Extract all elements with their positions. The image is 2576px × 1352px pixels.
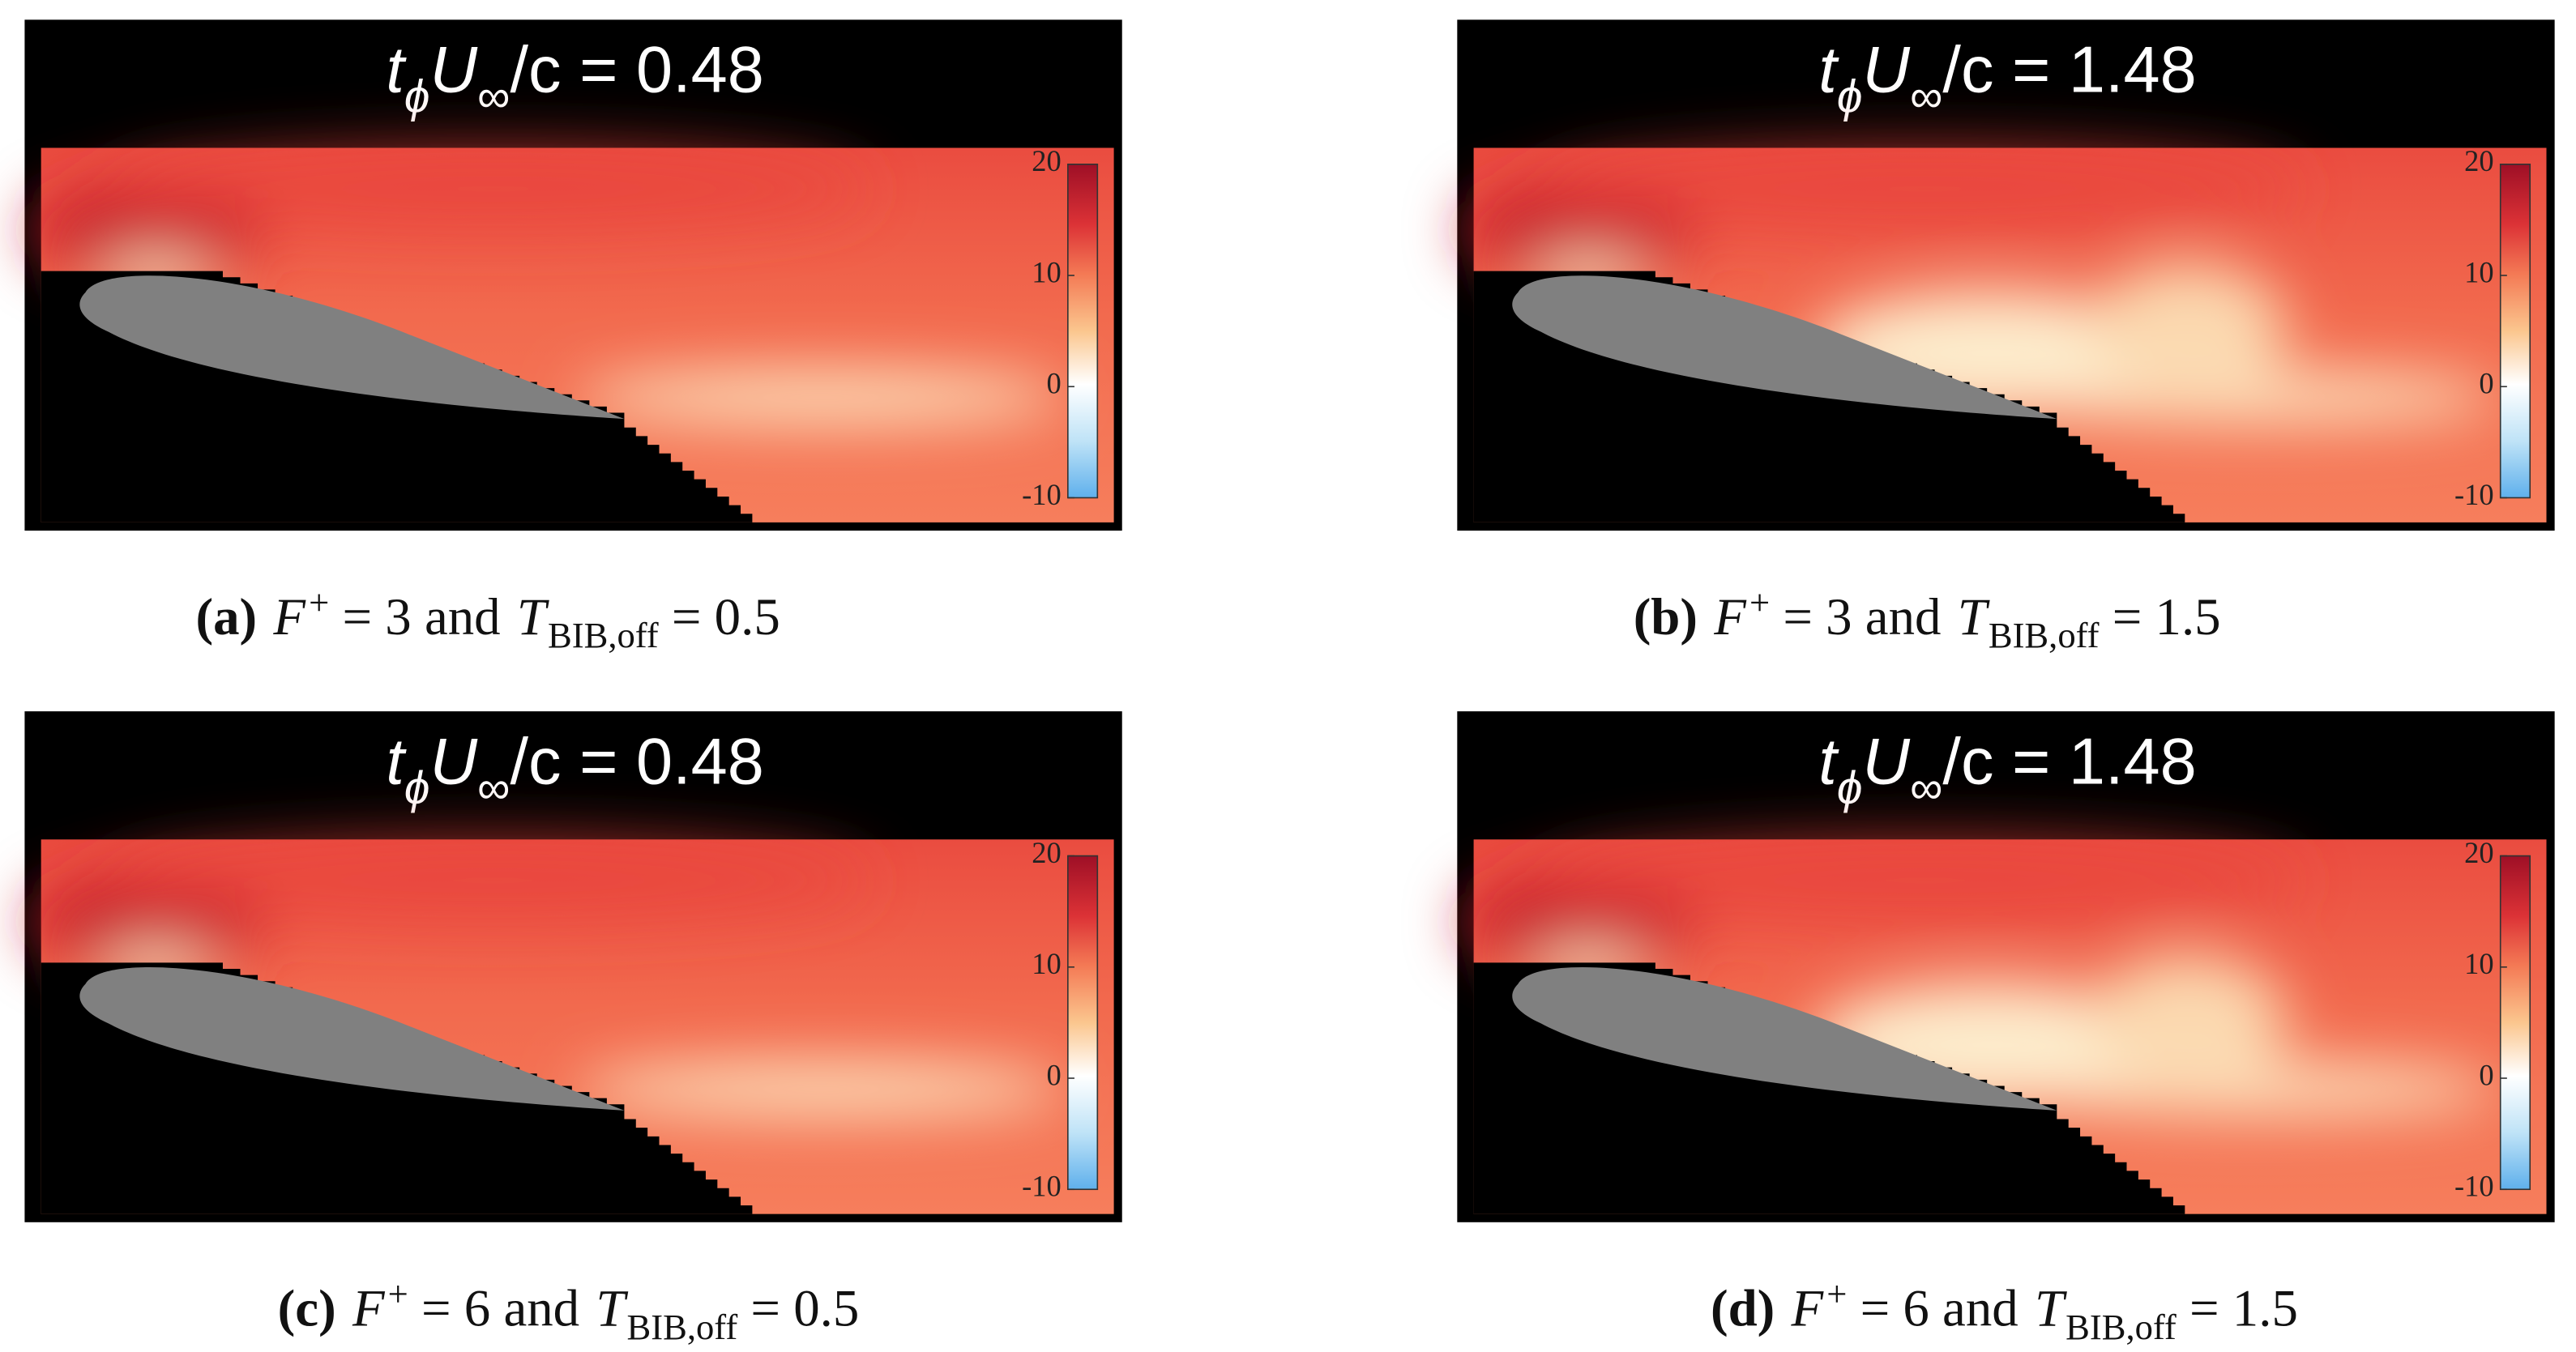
colorbar-tick-label: 10 <box>2464 947 2493 980</box>
caption-part: T <box>2035 1280 2067 1338</box>
title-part: /c = 1.48 <box>1942 725 2196 798</box>
airfoil <box>1512 275 2057 420</box>
title-part: t <box>386 34 407 107</box>
caption-part: BIB,off <box>1989 615 2100 655</box>
colorbar-tick-label: 20 <box>2464 836 2493 869</box>
caption-part: F <box>272 588 306 646</box>
caption-part: = 0.5 <box>750 1280 859 1338</box>
caption-part: (a) <box>196 588 258 646</box>
colorbar-tick-label: 20 <box>1032 836 1061 869</box>
title-part: t <box>386 725 407 798</box>
colorbar <box>1067 163 1099 499</box>
caption-part: = 6 and <box>421 1280 579 1338</box>
colorbar <box>2499 163 2531 499</box>
panel: tϕU∞/c = 0.48 20 10 0 -10 (a) F + = 3 and TBIB,of… <box>24 19 1122 655</box>
caption-part: = 1.5 <box>2112 588 2221 646</box>
airfoil <box>1512 966 2057 1111</box>
title-part: /c = 0.48 <box>511 34 764 107</box>
title-part: ∞ <box>477 763 510 814</box>
colorbar-tick-label: -10 <box>1022 478 1062 511</box>
field-shading <box>1465 147 2501 424</box>
caption-part: BIB,off <box>548 615 659 655</box>
title-part: ∞ <box>1910 71 1942 122</box>
caption-part: T <box>596 1280 628 1338</box>
title-part: ∞ <box>477 71 510 122</box>
title-part: U <box>1862 725 1910 798</box>
shade <box>1547 147 2304 230</box>
shade <box>114 147 871 230</box>
colorbar-tick-label: 0 <box>2479 1058 2493 1091</box>
title-part: U <box>429 725 477 798</box>
colorbar-tick-label: -10 <box>1022 1170 1062 1203</box>
panel-caption: (c) F + = 6 and TBIB,off = 0.5 <box>278 1273 860 1347</box>
shade <box>1547 839 2304 922</box>
title-part: t <box>1818 34 1839 107</box>
title-part: U <box>1862 34 1910 107</box>
colorbar-tick-label: 10 <box>1032 947 1061 980</box>
colorbar-tick-label: -10 <box>2454 1170 2494 1203</box>
caption-part: F <box>1713 588 1747 646</box>
caption-part: (b) <box>1634 588 1698 646</box>
colorbar-tick-label: -10 <box>2454 478 2494 511</box>
title-part: ϕ <box>1837 763 1863 814</box>
panel-title: tϕU∞/c = 1.48 <box>1818 725 2196 813</box>
field-shading <box>32 839 1068 1115</box>
caption-part: = 3 and <box>1783 588 1941 646</box>
caption-part: (c) <box>278 1280 336 1338</box>
panel-title: tϕU∞/c = 0.48 <box>386 725 763 813</box>
shade <box>2089 954 2288 1086</box>
colorbar-tick-label: 20 <box>1032 144 1061 177</box>
colorbar-tick-label: 10 <box>1032 255 1061 288</box>
panel-title: tϕU∞/c = 1.48 <box>1818 34 2196 122</box>
colorbar-tick-label: 0 <box>1046 367 1061 400</box>
panel: tϕU∞/c = 1.48 20 10 0 -10 (b) F + = 3 and TBIB,of… <box>1457 19 2555 655</box>
shade <box>575 371 1068 424</box>
colorbar <box>2499 855 2531 1191</box>
title-part: /c = 1.48 <box>1942 34 2196 107</box>
colorbar-tick-label: 10 <box>2464 255 2493 288</box>
title-part: t <box>1818 725 1839 798</box>
caption-part: + <box>1749 582 1770 622</box>
caption-part: = 3 and <box>342 588 500 646</box>
caption-part: = 1.5 <box>2189 1280 2298 1338</box>
title-part: ϕ <box>404 763 430 814</box>
colorbar-tick-label: 20 <box>2464 144 2493 177</box>
shade <box>2089 262 2288 395</box>
panel-caption: (a) F + = 3 and TBIB,off = 0.5 <box>196 582 780 655</box>
caption-part: + <box>309 582 329 622</box>
shade <box>114 839 871 922</box>
panel: tϕU∞/c = 0.48 20 10 0 -10 (c) F + = 6 and TBIB,of… <box>24 711 1122 1347</box>
airfoil <box>79 966 625 1111</box>
caption-part: BIB,off <box>2065 1307 2177 1347</box>
title-part: /c = 0.48 <box>511 725 764 798</box>
colorbar <box>1067 855 1099 1191</box>
caption-part: T <box>517 588 549 646</box>
title-part: ϕ <box>404 71 430 122</box>
caption-part: F <box>1791 1280 1825 1338</box>
caption-part: = 0.5 <box>672 588 780 646</box>
caption-part: = 6 and <box>1860 1280 2019 1338</box>
caption-part: BIB,off <box>627 1307 738 1347</box>
caption-part: T <box>1958 588 1990 646</box>
colorbar-tick-label: 0 <box>1046 1058 1061 1091</box>
panel: tϕU∞/c = 1.48 20 10 0 -10 (d) F + = 6 and TBIB,of… <box>1457 711 2555 1347</box>
panel-caption: (b) F + = 3 and TBIB,off = 1.5 <box>1634 582 2221 655</box>
panel-caption: (d) F + = 6 and TBIB,off = 1.5 <box>1711 1273 2298 1347</box>
caption-part: F <box>352 1280 386 1338</box>
shade <box>575 1063 1068 1115</box>
title-part: U <box>429 34 477 107</box>
colorbar-tick-label: 0 <box>2479 367 2493 400</box>
field-shading <box>1465 839 2501 1115</box>
caption-part: (d) <box>1711 1280 1775 1338</box>
title-part: ϕ <box>1837 71 1863 122</box>
caption-part: + <box>388 1273 408 1314</box>
airfoil <box>79 275 625 420</box>
title-part: ∞ <box>1910 763 1942 814</box>
panel-title: tϕU∞/c = 0.48 <box>386 34 763 122</box>
caption-part: + <box>1826 1273 1847 1314</box>
